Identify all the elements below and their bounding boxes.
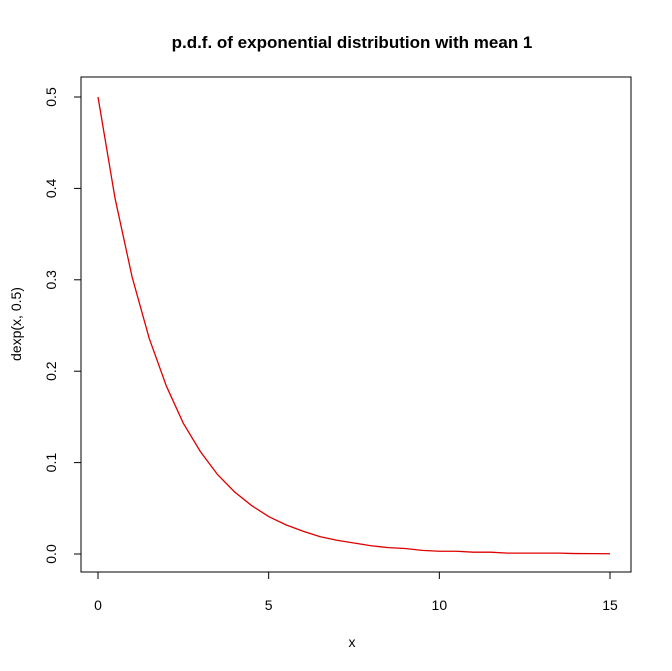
x-axis-label: x bbox=[349, 634, 356, 650]
series-line bbox=[97, 96, 611, 555]
plot-frame bbox=[80, 76, 632, 573]
y-tick-label: 0.0 bbox=[43, 544, 59, 564]
x-axis: 0 5 10 15 bbox=[94, 571, 618, 613]
x-tick-label: 10 bbox=[432, 597, 448, 613]
y-tick-label: 0.4 bbox=[43, 178, 59, 198]
x-tick-label: 5 bbox=[265, 597, 273, 613]
x-tick-label: 15 bbox=[602, 597, 618, 613]
y-axis: 0.0 0.1 0.2 0.3 0.4 0.5 bbox=[43, 87, 82, 564]
y-axis-label: dexp(x, 0.5) bbox=[8, 287, 24, 361]
y-tick-label: 0.2 bbox=[43, 361, 59, 381]
y-tick-label: 0.5 bbox=[43, 87, 59, 107]
y-tick-label: 0.3 bbox=[43, 270, 59, 290]
x-tick-label: 0 bbox=[94, 597, 102, 613]
y-tick-label: 0.1 bbox=[43, 453, 59, 473]
chart-title: p.d.f. of exponential distribution with … bbox=[172, 33, 533, 52]
